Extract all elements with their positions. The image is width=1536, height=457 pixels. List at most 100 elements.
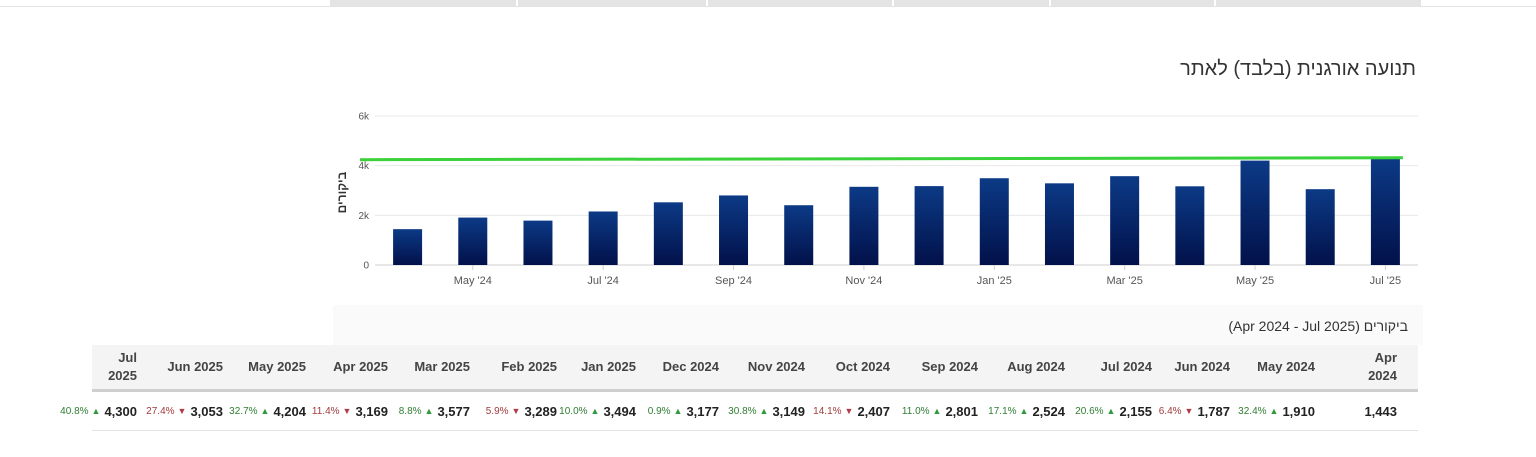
column-header[interactable]: Dec 2024 [662,359,719,374]
column-header[interactable]: May 2024 [1257,359,1315,374]
top-tab[interactable] [1051,0,1216,6]
bar[interactable] [1370,158,1400,265]
arrow-down-icon: ▼ [844,406,854,416]
change-percent: 32.7% [229,405,258,417]
cell-value: 3,177 [686,403,719,419]
bar[interactable] [849,186,879,265]
table-cell: 27.4% ▼ 3,053 [138,392,223,430]
arrow-up-icon: ▲ [759,406,769,416]
top-tab[interactable] [330,0,518,6]
bar-layer [393,158,1400,265]
change-percent: 8.8% [398,405,422,417]
bar[interactable] [1175,186,1205,265]
column-header[interactable]: Jul 2024 [1100,359,1152,374]
bar[interactable] [588,211,618,265]
cell-value: 3,289 [524,403,557,419]
arrow-up-icon: ▲ [1019,406,1029,416]
column-header[interactable]: Apr 2024 [1368,350,1397,383]
column-header[interactable]: Jul 2025 [108,350,137,383]
bar[interactable] [1110,176,1140,265]
table-cell: 5.9% ▼ 3,289 [471,392,557,430]
table-cell: 40.8% ▲ 4,300 [60,392,137,430]
column-header[interactable]: Apr 2025 [333,359,388,374]
y-tick-label: 2k [358,211,370,222]
bar[interactable] [458,217,488,265]
column-header[interactable]: Jun 2024 [1174,359,1230,374]
cell-value: 3,053 [190,403,223,419]
bar[interactable] [979,178,1009,265]
bar-chart: 0 2k 4k 6k ביקורים May '24 Jul '24 Sep '24 Nov '… [335,112,1418,287]
change-percent: 20.6% [1075,405,1104,417]
change-percent: 40.8% [60,405,89,417]
table-cell: 1,443 [1316,392,1397,430]
column-header[interactable]: Jun 2025 [167,359,223,374]
cell-value: 3,169 [355,403,388,419]
y-axis-label: ביקורים [335,171,349,213]
cell-value: 3,494 [603,403,636,419]
table-header-row: Jul 2025 Jun 2025 May 2025 Apr 2025 Mar 2025… [92,345,1418,392]
bar[interactable] [393,229,423,265]
table-cell: 30.8% ▲ 3,149 [720,392,805,430]
table-cell: 20.6% ▲ 2,155 [1066,392,1152,430]
cell-value: 1,443 [1364,403,1397,419]
cell-value: 2,524 [1032,403,1065,419]
change-percent: 10.0% [559,405,588,417]
x-tick-label: Nov '24 [845,275,882,287]
x-tick-label: May '25 [1236,275,1274,287]
bar[interactable] [719,195,749,265]
top-divider [0,6,1536,7]
bar[interactable] [653,202,683,265]
column-header[interactable]: May 2025 [248,359,306,374]
column-header[interactable]: Mar 2025 [414,359,470,374]
table-cell: 6.4% ▼ 1,787 [1153,392,1230,430]
bar[interactable] [1044,183,1074,265]
table-cell: 8.8% ▲ 3,577 [389,392,470,430]
table-cell: 32.4% ▲ 1,910 [1231,392,1315,430]
table-cell: 17.1% ▲ 2,524 [979,392,1065,430]
column-header[interactable]: Aug 2024 [1007,359,1065,374]
top-tab[interactable] [1216,0,1423,6]
cell-value: 4,300 [104,403,137,419]
reference-line-layer [359,156,1403,162]
arrow-down-icon: ▼ [342,406,352,416]
cell-value: 2,407 [857,403,890,419]
top-tab[interactable] [894,0,1051,6]
arrow-up-icon: ▲ [673,406,683,416]
y-tick-label: 4k [358,161,370,172]
table-cell: 11.4% ▼ 3,169 [307,392,388,430]
bar[interactable] [523,220,553,265]
column-header[interactable]: Nov 2024 [747,359,805,374]
x-tick-label: Jul '24 [587,275,618,287]
change-percent: 30.8% [728,405,757,417]
cell-value: 2,801 [945,403,978,419]
arrow-up-icon: ▲ [260,406,270,416]
column-header[interactable]: Feb 2025 [501,359,557,374]
table-cell: 11.0% ▲ 2,801 [891,392,978,430]
column-header[interactable]: Oct 2024 [835,359,890,374]
bar[interactable] [914,186,944,265]
bar[interactable] [784,205,814,265]
chart-title: תנועה אורגנית (בלבד) לאתר [1180,58,1416,80]
cell-value: 3,577 [437,403,470,419]
y-tick-label: 6k [358,112,370,123]
table-cell: 32.7% ▲ 4,204 [224,392,306,430]
arrow-up-icon: ▲ [424,406,434,416]
table-subtitle: ביקורים (Apr 2024 - Jul 2025) [1228,318,1408,334]
top-tab[interactable] [518,0,708,6]
bar[interactable] [1240,160,1270,265]
table-cell: 14.1% ▼ 2,407 [806,392,890,430]
change-percent: 27.4% [146,405,175,417]
x-tick-label: Sep '24 [715,275,752,287]
cell-value: 3,149 [772,403,805,419]
arrow-up-icon: ▲ [91,406,101,416]
change-percent: 5.9% [485,405,509,417]
cell-value: 2,155 [1119,403,1152,419]
bar[interactable] [1305,189,1335,265]
arrow-down-icon: ▼ [177,406,187,416]
change-percent: 14.1% [813,405,842,417]
table-cell: 10.0% ▲ 3,494 [558,392,636,430]
top-tab[interactable] [708,0,894,6]
column-header[interactable]: Sep 2024 [921,359,978,374]
data-table: Jul 2025 Jun 2025 May 2025 Apr 2025 Mar 2025… [60,345,1418,431]
column-header[interactable]: Jan 2025 [581,359,636,374]
